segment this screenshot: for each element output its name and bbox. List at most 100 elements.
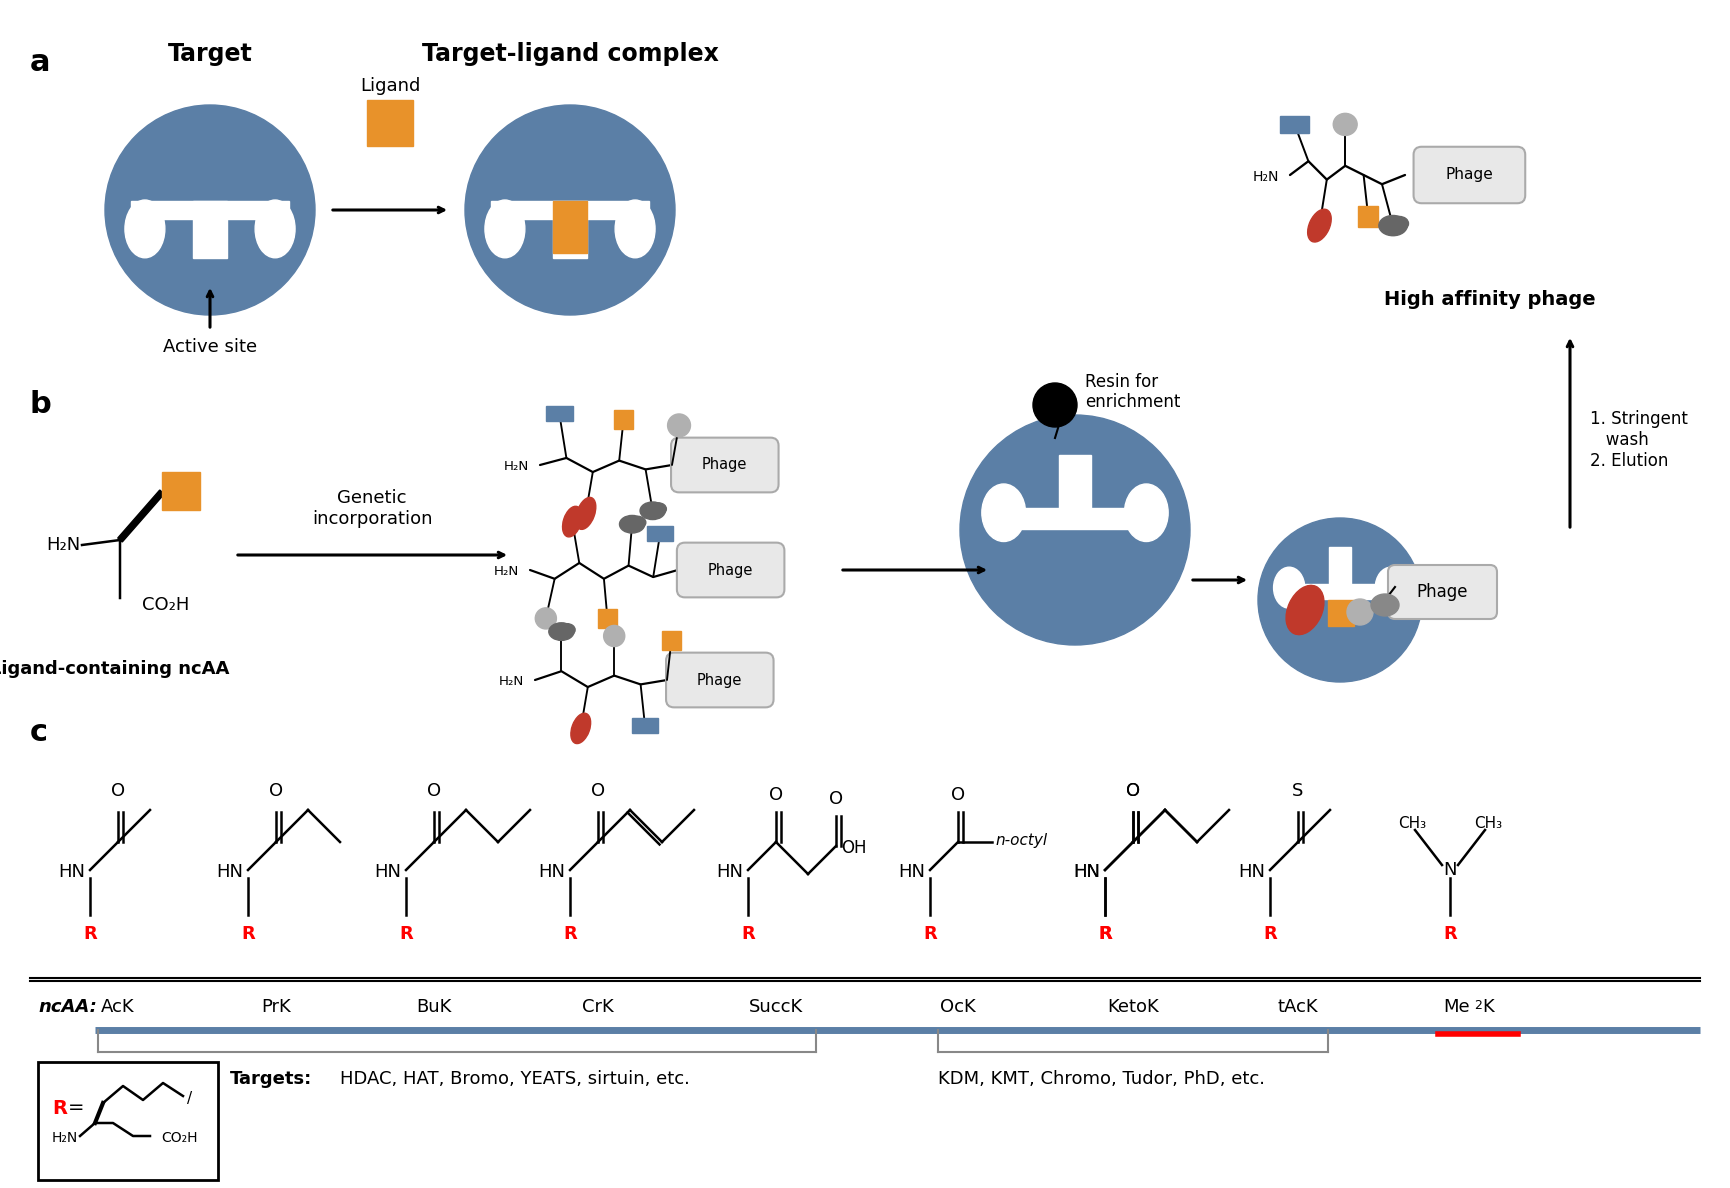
Bar xyxy=(554,201,586,253)
Text: CO₂H: CO₂H xyxy=(161,1131,199,1145)
Bar xyxy=(547,406,573,422)
Ellipse shape xyxy=(640,503,666,519)
Text: Ligand: Ligand xyxy=(360,77,420,95)
Bar xyxy=(194,201,227,258)
Ellipse shape xyxy=(254,200,296,258)
Text: OcK: OcK xyxy=(939,998,976,1016)
Bar xyxy=(163,472,201,510)
Text: tAcK: tAcK xyxy=(1278,998,1318,1016)
Text: Resin for
enrichment: Resin for enrichment xyxy=(1085,373,1180,411)
Text: n-octyl: n-octyl xyxy=(995,834,1047,848)
Text: R: R xyxy=(1443,925,1457,943)
Text: Genetic
incorporation: Genetic incorporation xyxy=(311,489,432,527)
Text: KDM, KMT, Chromo, Tudor, PhD, etc.: KDM, KMT, Chromo, Tudor, PhD, etc. xyxy=(938,1070,1265,1088)
Text: 1. Stringent
   wash
2. Elution: 1. Stringent wash 2. Elution xyxy=(1590,410,1688,469)
Ellipse shape xyxy=(630,517,645,529)
Circle shape xyxy=(1033,383,1078,426)
Text: HN: HN xyxy=(59,862,85,881)
Text: Ligand-containing ncAA: Ligand-containing ncAA xyxy=(0,661,230,678)
Bar xyxy=(131,201,289,220)
Circle shape xyxy=(668,413,690,437)
FancyBboxPatch shape xyxy=(666,652,773,707)
Text: BuK: BuK xyxy=(417,998,452,1016)
Text: R: R xyxy=(83,925,97,943)
FancyArrow shape xyxy=(118,489,164,542)
Ellipse shape xyxy=(616,200,656,258)
Bar xyxy=(554,201,586,258)
Text: O: O xyxy=(1126,782,1140,800)
Text: b: b xyxy=(29,390,52,419)
Text: O: O xyxy=(829,790,843,808)
Text: Phage: Phage xyxy=(708,562,753,577)
Ellipse shape xyxy=(1379,215,1406,235)
Text: Active site: Active site xyxy=(163,339,258,356)
Text: O: O xyxy=(592,782,606,800)
Bar xyxy=(1329,600,1355,626)
Text: HN: HN xyxy=(216,862,242,881)
Text: Targets:: Targets: xyxy=(230,1070,311,1088)
Ellipse shape xyxy=(548,623,574,640)
Text: HN: HN xyxy=(538,862,566,881)
Bar xyxy=(990,508,1161,529)
Circle shape xyxy=(1348,599,1374,625)
Text: Target: Target xyxy=(168,42,253,67)
Text: Phage: Phage xyxy=(702,457,747,473)
FancyBboxPatch shape xyxy=(676,543,784,598)
Bar xyxy=(1059,455,1092,518)
Text: H₂N: H₂N xyxy=(503,460,529,473)
Ellipse shape xyxy=(619,516,645,533)
Circle shape xyxy=(535,608,557,628)
Text: R: R xyxy=(1263,925,1277,943)
Ellipse shape xyxy=(983,484,1026,542)
Text: =: = xyxy=(67,1099,85,1118)
Text: CrK: CrK xyxy=(581,998,614,1016)
Ellipse shape xyxy=(1334,113,1356,135)
Ellipse shape xyxy=(1308,209,1330,242)
Text: HN: HN xyxy=(898,862,926,881)
FancyBboxPatch shape xyxy=(671,437,778,492)
Text: HN: HN xyxy=(716,862,742,881)
Bar xyxy=(491,201,649,220)
Text: HN: HN xyxy=(1073,862,1100,881)
Text: CH₃: CH₃ xyxy=(1474,816,1502,832)
Ellipse shape xyxy=(125,200,164,258)
Text: CO₂H: CO₂H xyxy=(142,596,189,614)
Text: Target-ligand complex: Target-ligand complex xyxy=(422,42,718,67)
Text: /: / xyxy=(187,1091,192,1106)
Circle shape xyxy=(465,105,675,315)
Text: O: O xyxy=(768,786,784,804)
Text: O: O xyxy=(111,782,125,800)
Text: 2: 2 xyxy=(1474,999,1483,1012)
Ellipse shape xyxy=(559,624,574,636)
Circle shape xyxy=(1258,518,1422,682)
Bar xyxy=(661,631,682,650)
Text: R: R xyxy=(1099,925,1112,943)
Ellipse shape xyxy=(1370,594,1400,617)
Text: H₂N: H₂N xyxy=(52,1131,78,1145)
Text: R: R xyxy=(740,925,754,943)
Ellipse shape xyxy=(1375,567,1406,608)
Bar xyxy=(614,410,633,429)
Text: R: R xyxy=(924,925,938,943)
Bar xyxy=(1358,207,1379,227)
Text: HDAC, HAT, Bromo, YEATS, sirtuin, etc.: HDAC, HAT, Bromo, YEATS, sirtuin, etc. xyxy=(341,1070,690,1088)
Text: Phage: Phage xyxy=(697,672,742,688)
FancyBboxPatch shape xyxy=(1413,147,1526,203)
Ellipse shape xyxy=(484,200,524,258)
Text: KetoK: KetoK xyxy=(1107,998,1159,1016)
Ellipse shape xyxy=(576,498,595,530)
Text: High affinity phage: High affinity phage xyxy=(1384,290,1595,309)
Bar xyxy=(1278,584,1401,599)
Ellipse shape xyxy=(571,713,590,744)
Text: c: c xyxy=(29,718,48,747)
Bar xyxy=(38,1062,218,1180)
Text: H₂N: H₂N xyxy=(45,536,80,554)
Bar xyxy=(599,608,618,628)
Text: R: R xyxy=(240,925,254,943)
Text: O: O xyxy=(952,786,965,804)
Text: HN: HN xyxy=(374,862,401,881)
Text: SuccK: SuccK xyxy=(749,998,803,1016)
Text: H₂N: H₂N xyxy=(1253,170,1278,184)
Circle shape xyxy=(106,105,315,315)
Text: R: R xyxy=(52,1099,67,1118)
